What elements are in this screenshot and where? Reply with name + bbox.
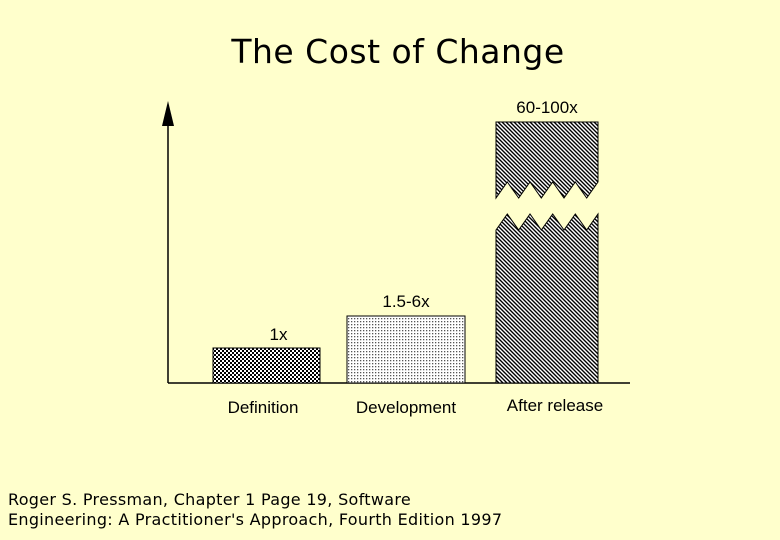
chart-title: The Cost of Change: [231, 32, 565, 71]
citation-line-1: Roger S. Pressman, Chapter 1 Page 19, So…: [8, 490, 411, 509]
data-label-development: 1.5-6x: [382, 292, 430, 311]
bar-after-release-lower: [495, 212, 599, 384]
category-label-after-release: After release: [507, 396, 603, 415]
citation-line-2: Engineering: A Practitioner's Approach, …: [8, 510, 503, 529]
y-axis-arrowhead: [162, 101, 174, 126]
category-label-development: Development: [356, 398, 456, 417]
bar-development: [346, 315, 466, 384]
bar-definition: [212, 347, 321, 384]
bar-after-release-upper: [495, 121, 599, 200]
data-label-after-release: 60-100x: [516, 98, 578, 117]
category-label-definition: Definition: [228, 398, 299, 417]
data-label-definition: 1x: [270, 325, 288, 344]
citation: Roger S. Pressman, Chapter 1 Page 19, So…: [8, 490, 502, 530]
